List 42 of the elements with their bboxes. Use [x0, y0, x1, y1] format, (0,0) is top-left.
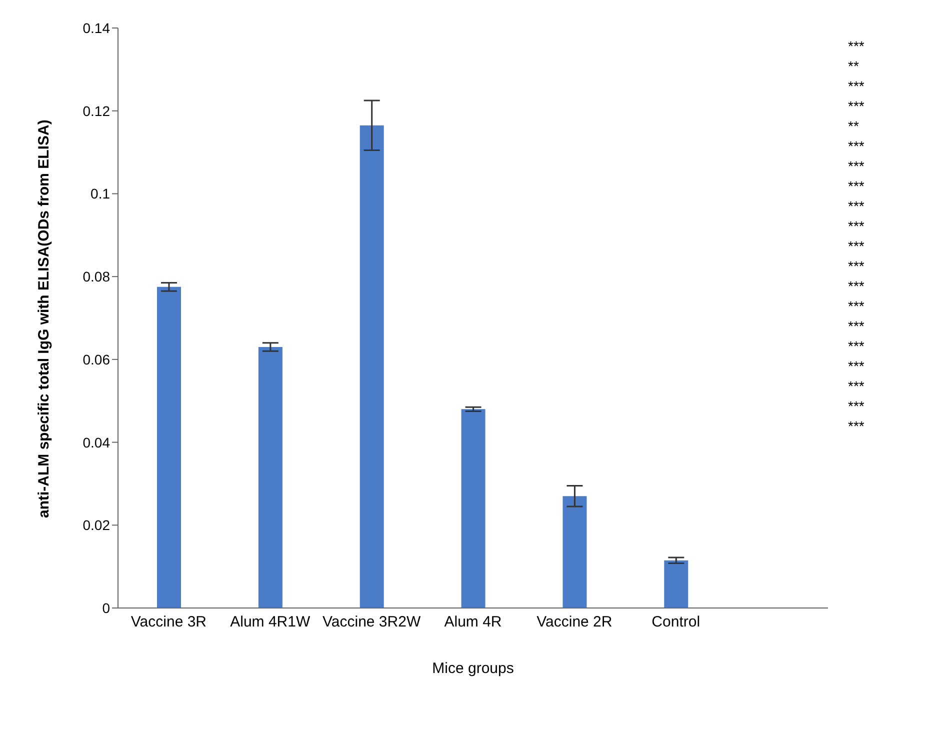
text: *** [848, 178, 866, 194]
x-axis-title: Mice groups [432, 660, 514, 677]
y-tick-label: 0.1 [90, 186, 110, 202]
text: *** [848, 358, 866, 374]
y-tick-label: 0.02 [82, 517, 110, 534]
text: *** [848, 278, 866, 294]
y-tick-label: 0.08 [82, 268, 110, 285]
text: *** [848, 318, 866, 334]
text: *** [848, 138, 866, 154]
text: ** [848, 118, 860, 134]
bar [360, 125, 384, 608]
text: *** [848, 38, 866, 54]
text: *** [848, 298, 866, 314]
y-tick-label: 0.06 [82, 351, 110, 368]
bar [664, 560, 688, 608]
text: *** [848, 338, 866, 354]
text: *** [848, 418, 866, 434]
text: *** [848, 78, 866, 94]
y-tick-label: 0.14 [82, 20, 110, 36]
x-tick-label: Vaccine 3R2W [322, 614, 422, 631]
y-tick-label: 0.04 [82, 434, 110, 450]
text: *** [848, 398, 866, 414]
text: *** [848, 258, 866, 274]
y-axis-title: anti-ALM specific total IgG with ELISA(ODs from ELISA) [35, 120, 52, 518]
y-tick-label: 0.12 [82, 102, 110, 119]
text: *** [848, 198, 866, 214]
bar [461, 409, 486, 608]
bar [562, 496, 587, 608]
text: ** [848, 58, 860, 74]
bar [157, 286, 181, 608]
text: *** [848, 218, 866, 234]
text: *** [848, 238, 866, 254]
x-tick-label: Control [652, 614, 700, 631]
x-tick-label: Alum 4R [444, 614, 502, 631]
bar [258, 347, 282, 608]
x-tick-label: Alum 4R1W [230, 614, 311, 631]
text: *** [848, 158, 866, 174]
text: *** [848, 98, 866, 114]
x-tick-label: Vaccine 3R [130, 614, 207, 631]
y-tick-label: 0 [102, 600, 110, 616]
text: *** [848, 378, 866, 394]
x-tick-label: Vaccine 2R [536, 614, 612, 631]
